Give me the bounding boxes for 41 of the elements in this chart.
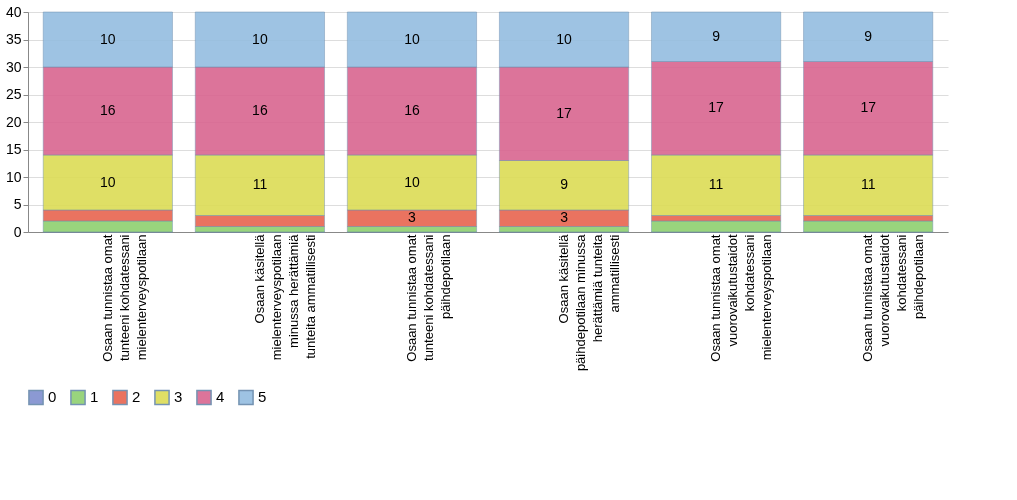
data-label: 17 [708, 99, 725, 116]
legend-label: 4 [216, 388, 225, 406]
legend-label: 3 [174, 388, 183, 406]
legend-label: 5 [258, 388, 267, 406]
y-tick-label: 0 [13, 223, 22, 240]
data-label: 17 [556, 104, 573, 121]
data-label: 16 [404, 102, 420, 118]
y-tick-label: 35 [5, 31, 22, 47]
y-tick-label: 20 [5, 113, 22, 130]
data-label: 10 [100, 30, 116, 47]
data-label: 3 [408, 209, 417, 226]
data-label: 11 [860, 176, 876, 193]
data-label: 10 [252, 30, 268, 47]
y-tick-label: 40 [5, 3, 22, 20]
data-label: 17 [860, 99, 877, 116]
y-tick-label: 5 [13, 196, 22, 212]
y-tick-label: 10 [5, 168, 22, 185]
legend-label: 1 [90, 388, 99, 406]
y-tick-label: 30 [5, 58, 22, 75]
data-label: 3 [560, 209, 569, 226]
data-label: 9 [864, 27, 873, 44]
data-label: 11 [708, 176, 724, 193]
legend-label: 0 [48, 388, 57, 406]
y-tick-label: 15 [5, 141, 22, 157]
bar [803, 220, 934, 233]
data-label: 9 [712, 27, 721, 44]
data-label: 10 [100, 173, 116, 190]
bar [651, 220, 781, 233]
data-label: 9 [560, 176, 569, 193]
data-label: 11 [252, 176, 268, 193]
x-tick-label: Osaan tunnistaa omat tunteeni kohdatessani päihdepotilaan [403, 234, 453, 362]
data-label: 10 [556, 30, 573, 47]
x-tick-label: Osaan tunnistaa omat tunteeni kohdatessani mielenterveyspotilaan [99, 234, 149, 362]
data-label: 10 [404, 30, 420, 47]
data-label: 10 [404, 173, 420, 190]
data-label: 16 [252, 102, 268, 118]
data-label: 16 [100, 102, 116, 118]
x-tick-label: Osaan käsitellä päihdepotilaan minussa herättämiä tunteita ammatillisesti [556, 233, 623, 372]
y-tick-label: 25 [5, 86, 22, 102]
legend-label: 2 [132, 388, 141, 406]
x-tick-label: Osaan tunnistaa omat vuorovaikutustaidot kohdatessani päihdepotilaan [860, 234, 927, 362]
